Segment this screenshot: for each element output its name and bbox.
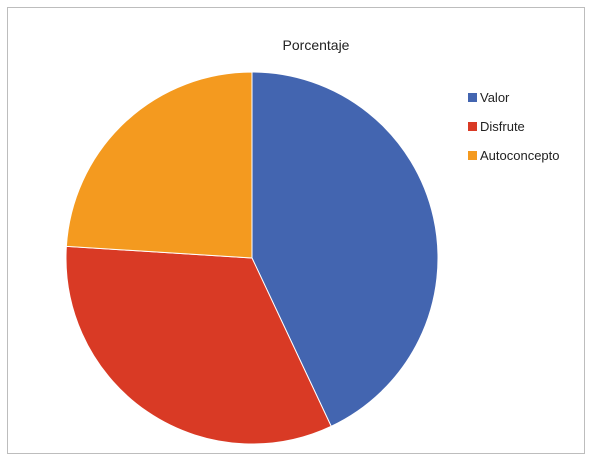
legend-label-disfrute: Disfrute: [480, 119, 525, 134]
pie-slice-valor: [251, 71, 439, 427]
legend-swatch-disfrute: [468, 122, 477, 131]
pie-slice-autoconcepto: [65, 71, 253, 259]
chart-title: Porcentaje: [283, 37, 350, 53]
chart-legend: Valor Disfrute Autoconcepto: [468, 90, 560, 163]
legend-swatch-autoconcepto: [468, 151, 477, 160]
legend-swatch-valor: [468, 93, 477, 102]
legend-label-valor: Valor: [480, 90, 510, 105]
pie-slice-disfrute: [65, 245, 332, 445]
legend-label-autoconcepto: Autoconcepto: [480, 148, 560, 163]
pie-slices: [65, 71, 439, 445]
